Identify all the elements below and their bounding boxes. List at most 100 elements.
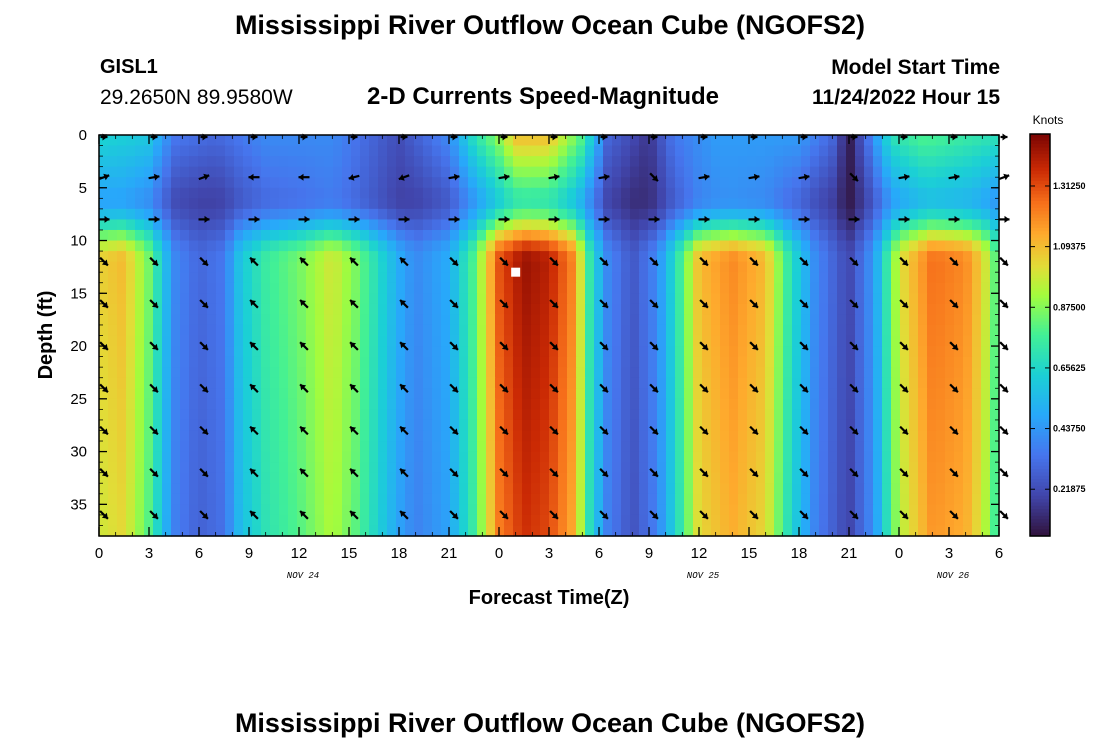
heatmap-cell bbox=[891, 504, 901, 516]
heatmap-cell bbox=[837, 419, 847, 432]
vector-head bbox=[1004, 215, 1010, 223]
colorbar: 0.218750.437500.656250.875001.093751.312… bbox=[1029, 113, 1086, 537]
heatmap-cell bbox=[117, 451, 127, 463]
heatmap-cell bbox=[495, 335, 505, 347]
current-vector bbox=[649, 299, 659, 309]
colorbar-segment bbox=[1030, 505, 1050, 510]
heatmap-cell bbox=[468, 187, 478, 199]
heatmap-cell bbox=[207, 367, 217, 379]
heatmap-cell bbox=[612, 388, 622, 400]
heatmap-cell bbox=[423, 240, 433, 252]
heatmap-cell bbox=[261, 177, 271, 189]
current-vector bbox=[999, 256, 1009, 267]
vector-head bbox=[300, 384, 307, 391]
heatmap-cell bbox=[891, 324, 901, 337]
heatmap-cell bbox=[549, 356, 559, 368]
heatmap-cell bbox=[198, 240, 208, 252]
heatmap-cell bbox=[405, 229, 415, 242]
heatmap-cell bbox=[612, 441, 622, 453]
heatmap-cell bbox=[504, 377, 514, 389]
heatmap-cell bbox=[225, 462, 235, 474]
vector-head bbox=[651, 343, 658, 350]
heatmap-cell bbox=[513, 409, 523, 421]
colorbar-segment bbox=[1030, 525, 1050, 530]
heatmap-cell bbox=[108, 272, 118, 284]
heatmap-cell bbox=[144, 303, 154, 315]
heatmap-cell bbox=[639, 441, 649, 453]
y-axis-label: Depth (ft) bbox=[35, 291, 57, 380]
heatmap-cell bbox=[180, 240, 190, 252]
heatmap-cell bbox=[270, 441, 280, 453]
heatmap-cell bbox=[189, 314, 199, 326]
heatmap-cell bbox=[621, 208, 631, 221]
heatmap-cell bbox=[279, 388, 289, 400]
heatmap-cell bbox=[351, 514, 361, 527]
heatmap-cell bbox=[765, 472, 775, 484]
heatmap-cell bbox=[900, 293, 910, 305]
heatmap-cell bbox=[126, 430, 136, 442]
vector-head bbox=[348, 174, 355, 181]
heatmap-cell bbox=[495, 251, 505, 263]
heatmap-cell bbox=[198, 166, 208, 178]
heatmap-cell bbox=[369, 303, 379, 315]
heatmap-cell bbox=[153, 229, 163, 242]
vector-head bbox=[451, 470, 458, 477]
heatmap-cell bbox=[972, 293, 982, 305]
heatmap-cell bbox=[153, 240, 163, 252]
heatmap-cell bbox=[774, 525, 784, 537]
heatmap-cell bbox=[765, 156, 775, 168]
heatmap-cell bbox=[486, 303, 496, 315]
heatmap-cell bbox=[477, 187, 487, 199]
heatmap-cell bbox=[900, 398, 910, 410]
heatmap-cell bbox=[855, 525, 865, 537]
heatmap-cell bbox=[567, 303, 577, 315]
heatmap-cell bbox=[225, 272, 235, 284]
heatmap-cell bbox=[873, 303, 883, 315]
vector-head bbox=[298, 173, 304, 181]
heatmap-cell bbox=[531, 409, 541, 421]
x-tick-label: 9 bbox=[645, 545, 653, 562]
heatmap-cell bbox=[585, 398, 595, 410]
heatmap-cell bbox=[531, 198, 541, 210]
vector-head bbox=[101, 386, 108, 393]
heatmap-cell bbox=[801, 324, 811, 337]
colorbar-segment bbox=[1030, 499, 1050, 504]
heatmap-cell bbox=[324, 177, 334, 189]
heatmap-cell bbox=[153, 135, 163, 147]
heatmap-cell bbox=[189, 229, 199, 242]
heatmap-cell bbox=[153, 177, 163, 189]
heatmap-cell bbox=[585, 156, 595, 168]
heatmap-cell bbox=[684, 314, 694, 326]
heatmap-cell bbox=[342, 335, 352, 347]
heatmap-cell bbox=[378, 525, 388, 537]
heatmap-cell bbox=[738, 419, 748, 432]
heatmap-cell bbox=[756, 525, 766, 537]
current-vector bbox=[998, 173, 1010, 181]
heatmap-cell bbox=[378, 483, 388, 495]
heatmap-cell bbox=[99, 198, 109, 210]
heatmap-cell bbox=[558, 187, 568, 199]
heatmap-cell bbox=[936, 441, 946, 453]
heatmap-cell bbox=[963, 314, 973, 326]
heatmap-cell bbox=[621, 324, 631, 337]
heatmap-cell bbox=[162, 198, 172, 210]
y-tick-label: 5 bbox=[79, 180, 87, 197]
heatmap-cell bbox=[486, 293, 496, 305]
heatmap-cell bbox=[207, 177, 217, 189]
heatmap-cell bbox=[792, 377, 802, 389]
heatmap-cell bbox=[306, 441, 316, 453]
heatmap-cell bbox=[549, 219, 559, 231]
heatmap-cell bbox=[477, 240, 487, 252]
heatmap-cell bbox=[873, 251, 883, 263]
current-vector bbox=[99, 510, 109, 520]
heatmap-cell bbox=[450, 514, 460, 527]
heatmap-cell bbox=[126, 356, 136, 368]
heatmap-cell bbox=[288, 156, 298, 168]
heatmap-cell bbox=[639, 462, 649, 474]
heatmap-cell bbox=[945, 472, 955, 484]
heatmap-cell bbox=[324, 219, 334, 231]
heatmap-cell bbox=[261, 187, 271, 199]
heatmap-cell bbox=[522, 514, 532, 527]
heatmap-cell bbox=[279, 335, 289, 347]
heatmap-cell bbox=[774, 303, 784, 315]
